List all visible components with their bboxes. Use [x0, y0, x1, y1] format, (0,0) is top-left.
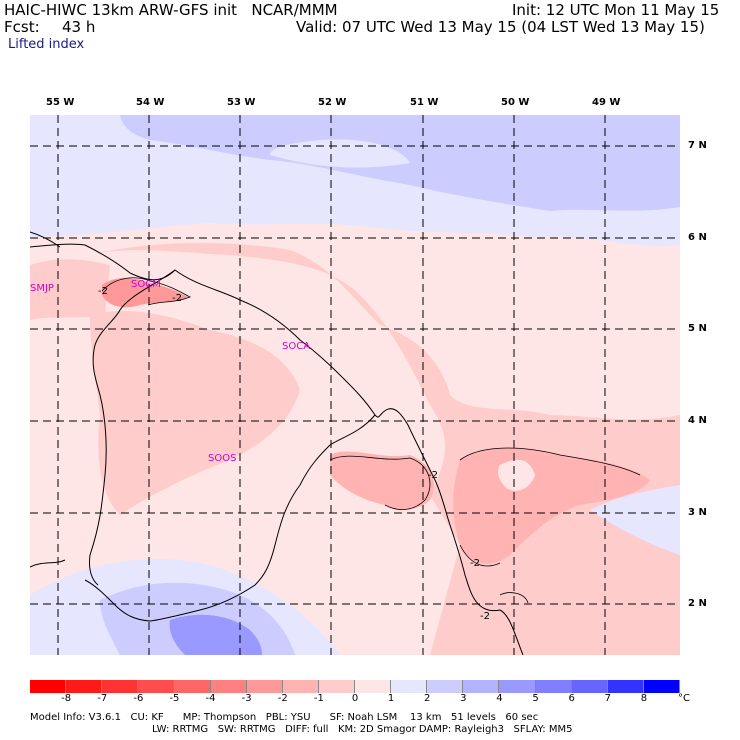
colorbar-swatch: [499, 680, 536, 693]
colorbar-swatch: [246, 680, 283, 693]
model-info-line2: LW: RRTMG SW: RRTMG DIFF: full KM: 2D Sm…: [152, 724, 573, 735]
colorbar-swatch: [102, 680, 139, 693]
contour-label: -2: [480, 611, 490, 622]
colorbar-tick-label: -5: [169, 693, 180, 704]
init-time: Init: 12 UTC Mon 11 May 15: [512, 1, 720, 19]
station-label: SOCM: [131, 279, 161, 290]
colorbar-swatch: [535, 680, 572, 693]
forecast-label: Fcst:: [4, 18, 40, 36]
negative-li-band: [90, 243, 680, 655]
colorbar-swatch: [427, 680, 464, 693]
coastline: [29, 231, 524, 656]
valid-time: Valid: 07 UTC Wed 13 May 15 (04 LST Wed …: [296, 18, 705, 36]
lat-label: 6 N: [688, 232, 707, 243]
station-label: SOCA: [282, 341, 311, 352]
contour-line: [101, 277, 641, 604]
colorbar-swatch: [643, 680, 680, 693]
colorbar-tick-label: 7: [604, 693, 611, 704]
lon-label: 50 W: [501, 97, 530, 108]
colorbar-tick-label: 5: [532, 693, 539, 704]
colorbar: [30, 680, 680, 693]
map-canvas: [29, 115, 680, 656]
lifted-index-map: [29, 115, 680, 656]
colorbar-swatch: [210, 680, 247, 693]
colorbar-swatch: [30, 680, 67, 693]
lon-label: 51 W: [410, 97, 439, 108]
lon-label: 54 W: [136, 97, 165, 108]
positive-li-band: [590, 485, 680, 555]
colorbar-tick-label: -8: [61, 693, 72, 704]
positive-li-band: [169, 614, 262, 655]
contour-label: -2: [98, 286, 108, 297]
colorbar-tick-label: -6: [133, 693, 144, 704]
lat-label: 3 N: [688, 507, 707, 518]
lon-label: 53 W: [227, 97, 256, 108]
colorbar-tick-label: -1: [313, 693, 324, 704]
colorbar-swatch: [391, 680, 428, 693]
negative-li-band: [330, 451, 434, 510]
lat-label: 4 N: [688, 415, 707, 426]
colorbar-swatch: [138, 680, 175, 693]
colorbar-swatch: [66, 680, 103, 693]
colorbar-swatch: [607, 680, 644, 693]
map-title: HAIC-HIWC 13km ARW-GFS init NCAR/MMM: [4, 1, 338, 19]
colorbar-tick-label: 0: [351, 693, 359, 704]
lon-label: 55 W: [46, 97, 75, 108]
colorbar-tick-label: 1: [387, 693, 395, 704]
contour-label: -2: [470, 558, 480, 569]
colorbar-unit: °C: [678, 693, 690, 704]
lon-label: 49 W: [592, 97, 621, 108]
colorbar-swatch: [354, 680, 392, 693]
field-name: Lifted index: [8, 37, 85, 52]
colorbar-tick-label: -2: [277, 693, 288, 704]
contour-label: -2: [428, 470, 438, 481]
negative-li-band: [30, 259, 110, 320]
colorbar-tick-label: -7: [97, 693, 108, 704]
negative-li-band: [102, 278, 188, 308]
field-background: [497, 459, 535, 491]
colorbar-swatch: [571, 680, 608, 693]
colorbar-tick-label: 4: [496, 693, 503, 704]
model-info-line1: Model Info: V3.6.1 CU: KF MP: Thompson P…: [30, 712, 539, 723]
colorbar-tick-label: -4: [205, 693, 216, 704]
forecast-hour: 43 h: [62, 18, 96, 36]
colorbar-swatch: [463, 680, 500, 693]
colorbar-tick-label: -3: [241, 693, 252, 704]
contour-label: -2: [172, 293, 182, 304]
lon-label: 52 W: [318, 97, 347, 108]
lat-label: 5 N: [688, 323, 707, 334]
station-label: SMJP: [30, 283, 54, 294]
negative-li-band: [90, 310, 300, 515]
colorbar-swatch: [318, 680, 355, 693]
lat-label: 7 N: [688, 140, 707, 151]
colorbar-swatch: [282, 680, 319, 693]
colorbar-tick-label: 3: [460, 693, 467, 704]
graticule: [30, 115, 680, 655]
colorbar-swatch: [174, 680, 211, 693]
colorbar-tick-label: 6: [568, 693, 575, 704]
colorbar-tick-label: 2: [424, 693, 431, 704]
station-label: SOOS: [208, 453, 237, 464]
colorbar-tick-label: 8: [640, 693, 648, 704]
lat-label: 2 N: [688, 598, 707, 609]
